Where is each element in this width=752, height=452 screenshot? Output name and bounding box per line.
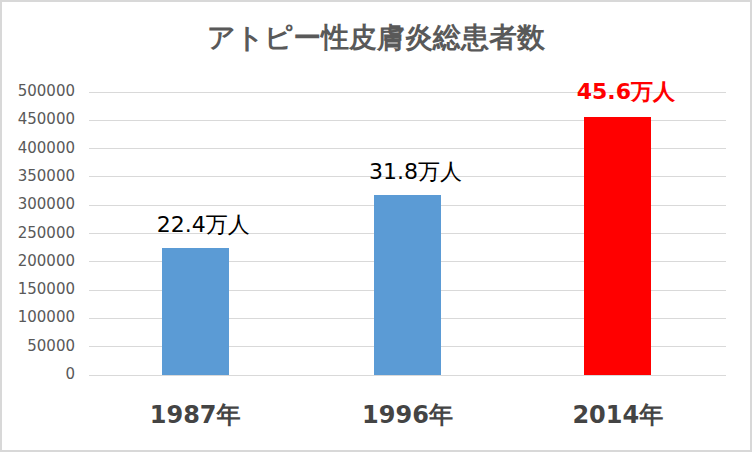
y-axis-tick-label: 250000	[0, 224, 75, 242]
y-axis-tick-label: 0	[0, 365, 75, 383]
y-axis-tick-label: 300000	[0, 195, 75, 213]
chart-title: アトピー性皮膚炎総患者数	[0, 19, 752, 57]
y-axis-tick-label: 500000	[0, 82, 75, 100]
y-axis-tick-label: 450000	[0, 110, 75, 128]
bar-2014年	[584, 117, 651, 375]
x-axis-category-label: 1987年	[115, 401, 275, 429]
x-axis-category-label: 2014年	[538, 401, 698, 429]
y-axis-tick-label: 200000	[0, 252, 75, 270]
data-label: 22.4万人	[123, 212, 283, 238]
data-label: 31.8万人	[336, 159, 496, 185]
y-axis-tick-label: 100000	[0, 308, 75, 326]
y-axis-tick-label: 150000	[0, 280, 75, 298]
y-axis-tick-label: 50000	[0, 337, 75, 355]
bar-1996年	[374, 195, 441, 375]
bar-1987年	[162, 248, 229, 375]
y-axis-tick-label: 400000	[0, 139, 75, 157]
x-axis-category-label: 1996年	[328, 401, 488, 429]
y-axis-tick-label: 350000	[0, 167, 75, 185]
data-label: 45.6万人	[546, 79, 706, 105]
